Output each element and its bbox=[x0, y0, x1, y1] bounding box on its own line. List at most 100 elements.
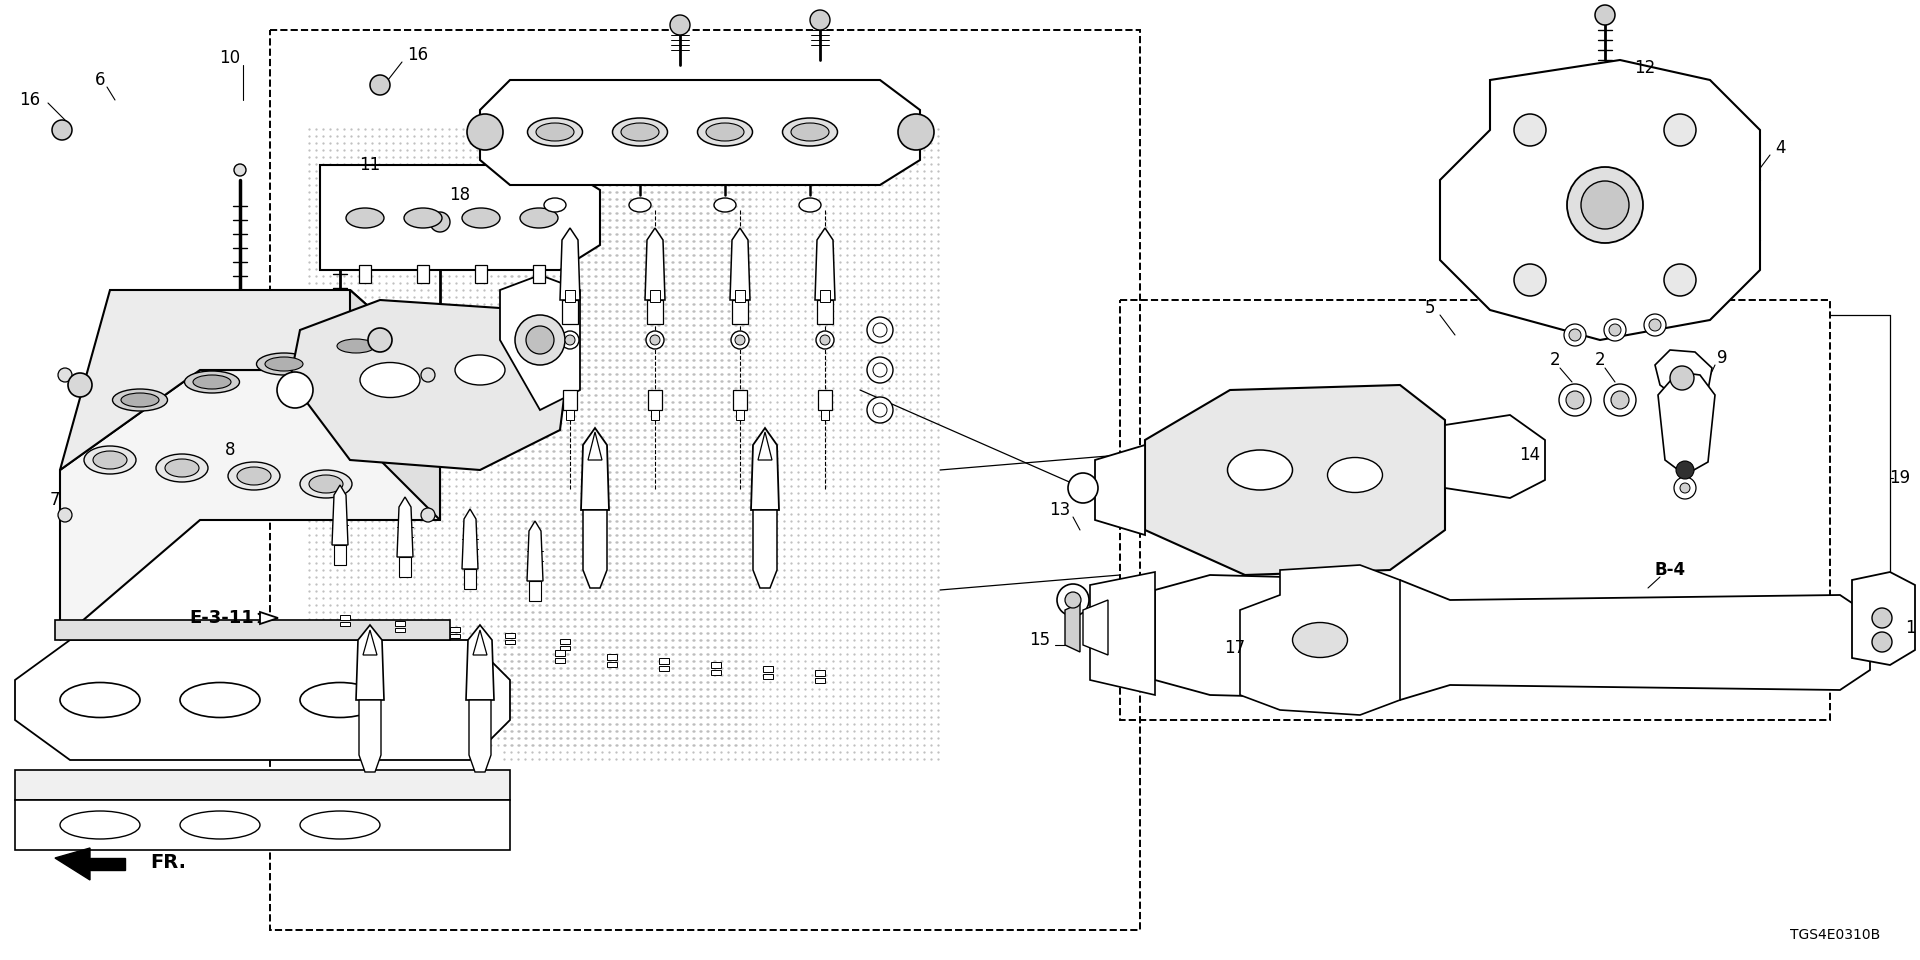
Circle shape bbox=[1596, 5, 1615, 25]
Polygon shape bbox=[753, 510, 778, 588]
Text: FR.: FR. bbox=[150, 853, 186, 873]
Polygon shape bbox=[349, 290, 440, 520]
Ellipse shape bbox=[257, 353, 311, 375]
Bar bbox=[561, 639, 570, 644]
Polygon shape bbox=[1094, 445, 1144, 535]
Polygon shape bbox=[467, 625, 493, 700]
Circle shape bbox=[67, 373, 92, 397]
Polygon shape bbox=[359, 700, 380, 772]
Ellipse shape bbox=[60, 683, 140, 717]
Circle shape bbox=[820, 335, 829, 345]
Ellipse shape bbox=[528, 118, 582, 146]
Polygon shape bbox=[1091, 572, 1156, 695]
Ellipse shape bbox=[121, 393, 159, 407]
Circle shape bbox=[467, 114, 503, 150]
Ellipse shape bbox=[630, 198, 651, 212]
Ellipse shape bbox=[455, 355, 505, 385]
Text: 2: 2 bbox=[1596, 351, 1605, 369]
Bar bbox=[534, 265, 545, 283]
Circle shape bbox=[1567, 391, 1584, 409]
Ellipse shape bbox=[236, 467, 271, 485]
Ellipse shape bbox=[612, 118, 668, 146]
Circle shape bbox=[526, 326, 555, 354]
Ellipse shape bbox=[1292, 622, 1348, 658]
Circle shape bbox=[1066, 592, 1081, 608]
Ellipse shape bbox=[714, 198, 735, 212]
Circle shape bbox=[732, 331, 749, 349]
Bar bbox=[762, 674, 774, 679]
Ellipse shape bbox=[463, 208, 499, 228]
Bar bbox=[710, 670, 722, 675]
Polygon shape bbox=[1083, 600, 1108, 655]
Bar bbox=[659, 658, 668, 664]
Polygon shape bbox=[363, 630, 376, 655]
Circle shape bbox=[58, 508, 73, 522]
Circle shape bbox=[1603, 319, 1626, 341]
Polygon shape bbox=[397, 497, 413, 557]
Circle shape bbox=[1565, 324, 1586, 346]
Polygon shape bbox=[645, 228, 664, 300]
Circle shape bbox=[1676, 461, 1693, 479]
Bar bbox=[334, 545, 346, 565]
Text: 15: 15 bbox=[1029, 631, 1050, 649]
Ellipse shape bbox=[113, 389, 167, 411]
Circle shape bbox=[1872, 608, 1891, 628]
Circle shape bbox=[420, 508, 436, 522]
Circle shape bbox=[645, 331, 664, 349]
Circle shape bbox=[1068, 473, 1098, 503]
Ellipse shape bbox=[403, 208, 442, 228]
Text: 16: 16 bbox=[407, 46, 428, 64]
Bar bbox=[733, 390, 747, 410]
Polygon shape bbox=[472, 630, 488, 655]
Polygon shape bbox=[468, 700, 492, 772]
Bar bbox=[563, 390, 578, 410]
Ellipse shape bbox=[300, 683, 380, 717]
Text: 4: 4 bbox=[1774, 139, 1786, 157]
Circle shape bbox=[868, 357, 893, 383]
Bar bbox=[505, 633, 515, 638]
Circle shape bbox=[651, 335, 660, 345]
Bar bbox=[649, 390, 662, 410]
Text: 5: 5 bbox=[1425, 299, 1436, 317]
Polygon shape bbox=[730, 228, 751, 300]
Ellipse shape bbox=[165, 459, 200, 477]
Bar bbox=[530, 581, 541, 601]
Circle shape bbox=[1872, 632, 1891, 652]
Ellipse shape bbox=[536, 123, 574, 141]
Polygon shape bbox=[1446, 415, 1546, 498]
Bar bbox=[822, 410, 829, 420]
Polygon shape bbox=[526, 521, 543, 581]
Circle shape bbox=[52, 120, 73, 140]
Text: 7: 7 bbox=[50, 491, 60, 509]
Ellipse shape bbox=[338, 339, 374, 353]
Bar bbox=[555, 650, 564, 656]
Polygon shape bbox=[60, 290, 440, 470]
Bar bbox=[271, 30, 1140, 930]
Circle shape bbox=[1603, 384, 1636, 416]
Bar bbox=[555, 658, 564, 663]
Bar bbox=[820, 290, 829, 302]
Bar bbox=[651, 290, 660, 302]
Text: 6: 6 bbox=[94, 71, 106, 89]
Ellipse shape bbox=[180, 811, 259, 839]
Ellipse shape bbox=[520, 208, 559, 228]
Circle shape bbox=[868, 397, 893, 423]
Bar bbox=[340, 615, 349, 620]
Polygon shape bbox=[90, 858, 125, 870]
Polygon shape bbox=[15, 770, 511, 800]
Bar bbox=[1119, 300, 1830, 720]
Ellipse shape bbox=[707, 123, 745, 141]
Polygon shape bbox=[561, 228, 580, 300]
Polygon shape bbox=[1144, 385, 1446, 575]
Bar bbox=[474, 265, 488, 283]
Polygon shape bbox=[463, 509, 478, 569]
Polygon shape bbox=[1655, 350, 1713, 405]
Ellipse shape bbox=[1227, 450, 1292, 490]
Ellipse shape bbox=[92, 451, 127, 469]
Bar bbox=[561, 646, 570, 650]
Bar bbox=[566, 410, 574, 420]
Circle shape bbox=[1649, 319, 1661, 331]
Text: 11: 11 bbox=[359, 156, 380, 174]
Circle shape bbox=[1674, 477, 1695, 499]
Polygon shape bbox=[321, 165, 599, 270]
